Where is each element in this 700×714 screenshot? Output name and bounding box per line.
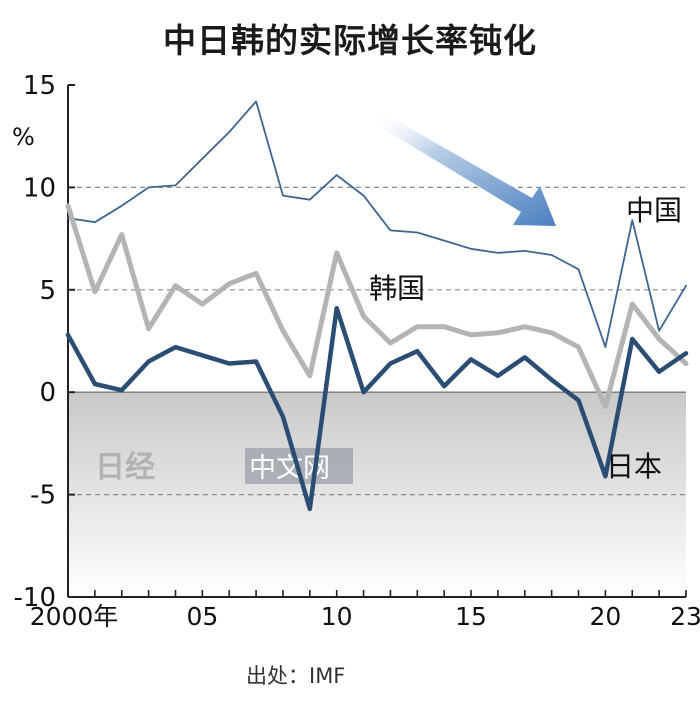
source-note: 出处：IMF [246, 664, 346, 688]
trend-arrow [372, 111, 556, 226]
x-tick-label: 23 [670, 602, 700, 631]
y-tick-label: 10 [23, 173, 56, 203]
series-line-japan [65, 305, 689, 512]
series-line-korea [65, 203, 689, 409]
series-label-japan: 日本 [606, 450, 662, 483]
x-tick-label: 2000年 [30, 602, 119, 631]
y-axis-label: % [12, 123, 35, 151]
y-tick-label: 0 [39, 378, 56, 408]
x-tick-label: 05 [186, 602, 218, 631]
y-tick-label: 5 [39, 276, 56, 306]
chart-title: 中日韩的实际增长率钝化 [163, 21, 537, 60]
series-label-korea: 韩国 [369, 272, 425, 305]
series-label-china: 中国 [626, 194, 682, 227]
watermark-logo: 日经 [95, 450, 155, 485]
trend-arrow-shape [372, 111, 556, 226]
y-tick-label: -5 [30, 481, 56, 511]
y-tick-label: -10 [14, 583, 56, 613]
series-line-china [67, 100, 687, 349]
y-tick-label: 15 [23, 71, 56, 101]
x-tick-label: 10 [321, 602, 353, 631]
x-tick-label: 15 [455, 602, 487, 631]
x-tick-label: 20 [589, 602, 621, 631]
